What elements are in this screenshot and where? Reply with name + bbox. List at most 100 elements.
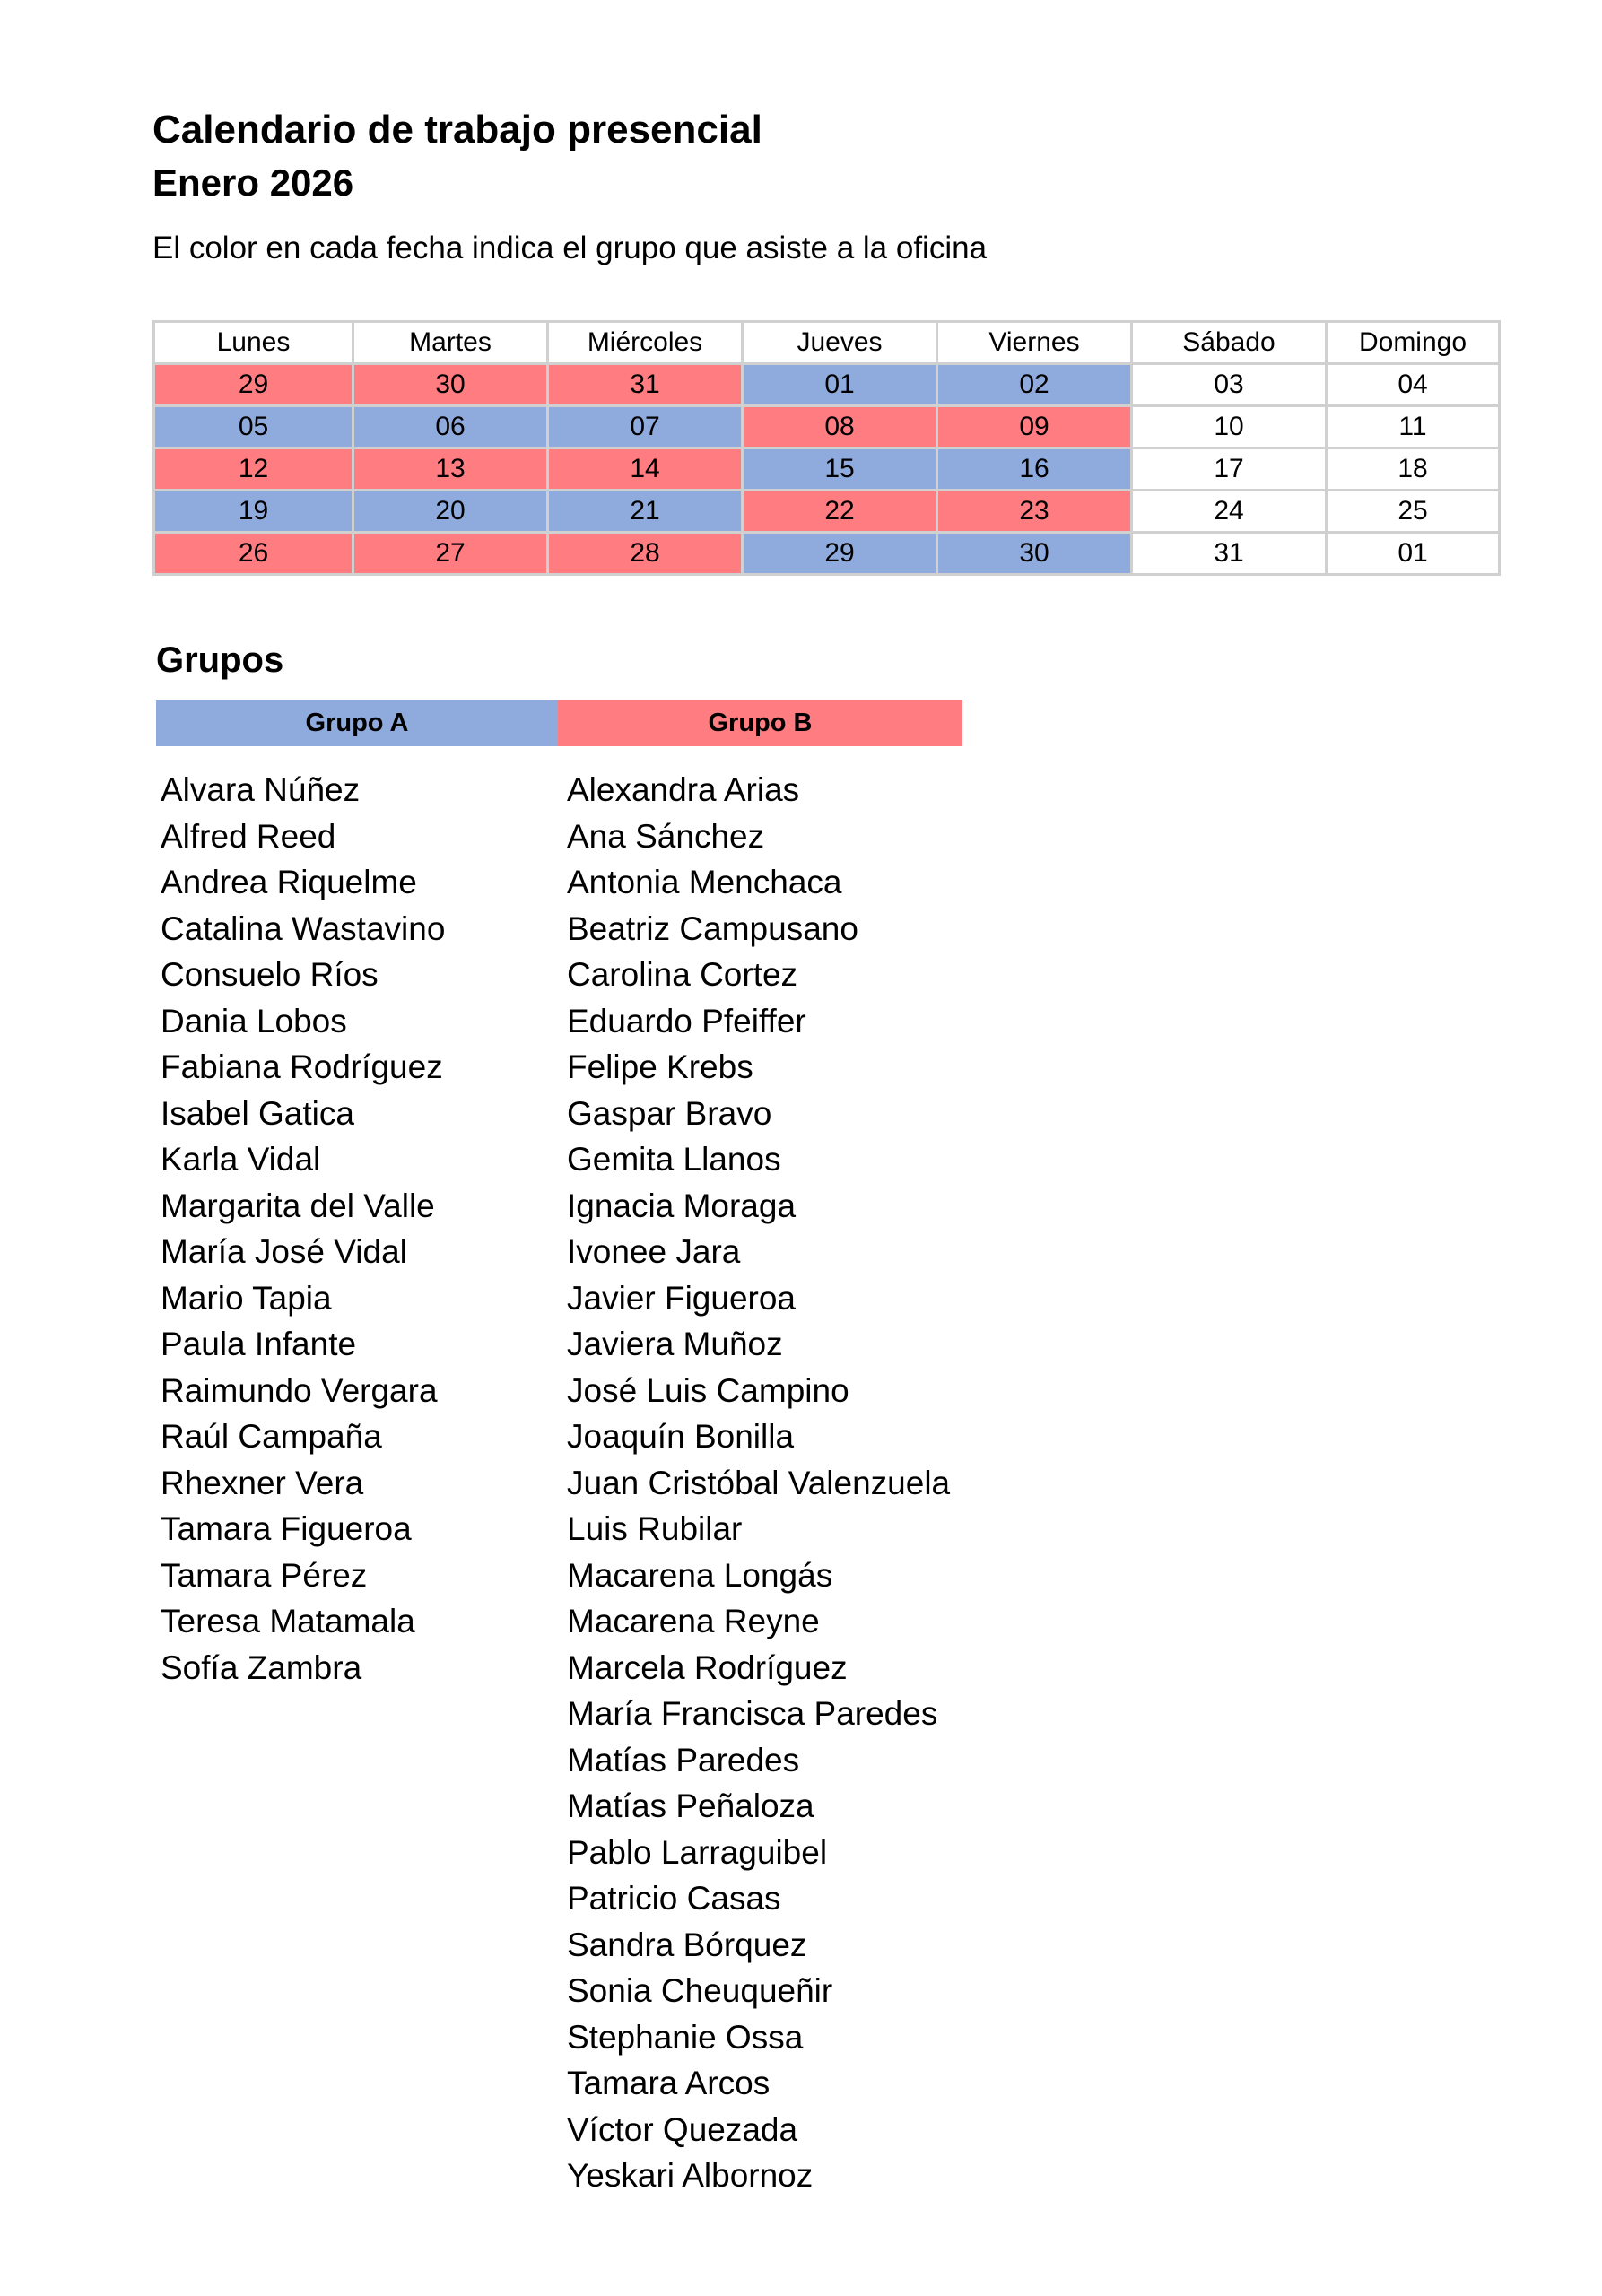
date-cell: 22 bbox=[741, 489, 938, 534]
week-row: 26 27 28 29 30 31 01 bbox=[152, 531, 1501, 576]
day-header: Sábado bbox=[1130, 320, 1328, 365]
member-name: Tamara Figueroa bbox=[161, 1510, 412, 1547]
date-cell: 31 bbox=[1130, 531, 1328, 576]
week-row: 19 20 21 22 23 24 25 bbox=[152, 489, 1501, 534]
member-name: Sofía Zambra bbox=[161, 1648, 362, 1686]
date-cell: 27 bbox=[352, 531, 549, 576]
date-cell: 23 bbox=[936, 489, 1133, 534]
member-name: María Francisca Paredes bbox=[567, 1695, 938, 1732]
member-name: Margarita del Valle bbox=[161, 1187, 435, 1224]
member-list: Alvara Núñez Alfred Reed Andrea Riquelme Ca… bbox=[161, 767, 445, 1691]
date-cell: 17 bbox=[1130, 447, 1328, 491]
date-cell: 28 bbox=[546, 531, 744, 576]
member-name: Marcela Rodríguez bbox=[567, 1648, 848, 1686]
week-row: 12 13 14 15 16 17 18 bbox=[152, 447, 1501, 491]
member-name: Ivonee Jara bbox=[567, 1233, 741, 1270]
group-header: Grupo B bbox=[558, 700, 962, 746]
member-name: Beatriz Campusano bbox=[567, 909, 858, 947]
group-header: Grupo A bbox=[156, 700, 558, 746]
week-row: 29 30 31 01 02 03 04 bbox=[152, 362, 1501, 407]
week-row: 05 06 07 08 09 10 11 bbox=[152, 404, 1501, 449]
member-name: Gaspar Bravo bbox=[567, 1094, 772, 1132]
member-name: Alexandra Arias bbox=[567, 771, 800, 808]
member-name: Javier Figueroa bbox=[567, 1279, 797, 1317]
date-cell: 24 bbox=[1130, 489, 1328, 534]
member-name: María José Vidal bbox=[161, 1233, 407, 1270]
member-name: Stephanie Ossa bbox=[567, 2018, 804, 2056]
member-name: Yeskari Albornoz bbox=[567, 2157, 814, 2194]
date-cell: 20 bbox=[352, 489, 549, 534]
member-name: Sonia Cheuqueñir bbox=[567, 1972, 833, 2009]
date-cell: 19 bbox=[152, 489, 354, 534]
member-name: Raúl Campaña bbox=[161, 1418, 382, 1455]
member-name: Sandra Bórquez bbox=[567, 1926, 807, 1963]
date-cell: 08 bbox=[741, 404, 938, 449]
day-header: Viernes bbox=[936, 320, 1133, 365]
calendar: Lunes Martes Miércoles Jueves Viernes Sábado D… bbox=[152, 320, 1501, 576]
date-cell: 26 bbox=[152, 531, 354, 576]
date-cell: 29 bbox=[741, 531, 938, 576]
date-cell: 01 bbox=[741, 362, 938, 407]
date-cell: 01 bbox=[1325, 531, 1501, 576]
member-name: Carolina Cortez bbox=[567, 956, 798, 993]
date-cell: 18 bbox=[1325, 447, 1501, 491]
member-name: Macarena Reyne bbox=[567, 1603, 820, 1639]
member-name: Matías Paredes bbox=[567, 1741, 800, 1779]
member-name: Andrea Riquelme bbox=[161, 864, 417, 900]
member-name: Alvara Núñez bbox=[161, 771, 361, 808]
member-list: Alexandra Arias Ana Sánchez Antonia Mencha… bbox=[567, 767, 950, 2199]
member-name: Teresa Matamala bbox=[161, 1603, 415, 1639]
member-name: Catalina Wastavino bbox=[161, 909, 446, 947]
day-header: Lunes bbox=[152, 320, 354, 365]
day-header: Miércoles bbox=[546, 320, 744, 365]
header-row: Lunes Martes Miércoles Jueves Viernes Sábado D… bbox=[152, 320, 1501, 365]
date-cell: 06 bbox=[352, 404, 549, 449]
member-name: Isabel Gatica bbox=[161, 1094, 354, 1132]
member-name: Víctor Quezada bbox=[567, 2110, 798, 2148]
member-name: Gemita Llanos bbox=[567, 1141, 781, 1178]
date-cell: 29 bbox=[152, 362, 354, 407]
date-cell: 05 bbox=[152, 404, 354, 449]
date-cell: 12 bbox=[152, 447, 354, 491]
note: El color en cada fecha indica el grupo q… bbox=[152, 230, 988, 265]
member-name: Tamara Pérez bbox=[161, 1556, 368, 1594]
member-name: Javiera Muñoz bbox=[567, 1326, 783, 1362]
groups-title: Grupos bbox=[156, 640, 284, 680]
date-cell: 09 bbox=[936, 404, 1133, 449]
day-header: Jueves bbox=[741, 320, 938, 365]
member-name: Dania Lobos bbox=[161, 1002, 347, 1039]
member-name: Patricio Casas bbox=[567, 1880, 781, 1917]
member-name: Fabiana Rodríguez bbox=[161, 1048, 443, 1085]
member-name: José Luis Campino bbox=[567, 1371, 849, 1409]
member-name: Ignacia Moraga bbox=[567, 1187, 797, 1224]
date-cell: 07 bbox=[546, 404, 744, 449]
member-name: Rhexner Vera bbox=[161, 1464, 364, 1501]
member-name: Pablo Larraguibel bbox=[567, 1833, 828, 1871]
date-cell: 15 bbox=[741, 447, 938, 491]
date-cell: 13 bbox=[352, 447, 549, 491]
member-name: Joaquín Bonilla bbox=[567, 1418, 795, 1455]
date-cell: 30 bbox=[936, 531, 1133, 576]
member-name: Alfred Reed bbox=[161, 817, 336, 855]
date-cell: 11 bbox=[1325, 404, 1501, 449]
member-name: Matías Peñaloza bbox=[567, 1787, 814, 1824]
date-cell: 04 bbox=[1325, 362, 1501, 407]
date-cell: 31 bbox=[546, 362, 744, 407]
date-cell: 16 bbox=[936, 447, 1133, 491]
member-name: Raimundo Vergara bbox=[161, 1371, 438, 1409]
date-cell: 14 bbox=[546, 447, 744, 491]
subtitle: Enero 2026 bbox=[152, 161, 354, 204]
title: Calendario de trabajo presencial bbox=[152, 108, 762, 152]
date-cell: 10 bbox=[1130, 404, 1328, 449]
member-name: Luis Rubilar bbox=[567, 1510, 743, 1547]
member-name: Mario Tapia bbox=[161, 1279, 332, 1317]
member-name: Paula Infante bbox=[161, 1326, 357, 1362]
member-name: Felipe Krebs bbox=[567, 1048, 753, 1085]
date-cell: 02 bbox=[936, 362, 1133, 407]
member-name: Karla Vidal bbox=[161, 1141, 321, 1178]
member-name: Tamara Arcos bbox=[567, 2065, 771, 2101]
date-cell: 21 bbox=[546, 489, 744, 534]
member-name: Juan Cristóbal Valenzuela bbox=[567, 1464, 951, 1501]
